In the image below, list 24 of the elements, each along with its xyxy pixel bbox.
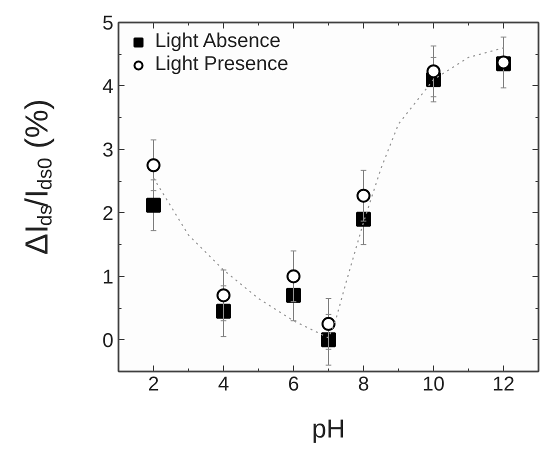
y-tick-label: 4 <box>102 76 114 98</box>
x-tick-label: 8 <box>358 374 370 396</box>
x-tick-label: 12 <box>492 374 515 396</box>
point <box>356 188 370 203</box>
x-tick-label: 2 <box>148 374 160 396</box>
x-tick-label: 4 <box>218 374 230 396</box>
point <box>322 316 336 331</box>
point <box>146 158 160 172</box>
y-tick-label: 5 <box>102 12 114 34</box>
y-axis-title: ΔIds/Ids0 (%) <box>18 98 56 255</box>
y-tick-label: 3 <box>102 139 114 162</box>
point <box>146 198 161 213</box>
point <box>216 288 230 302</box>
x-axis-title: pH <box>312 414 346 444</box>
point <box>216 304 231 319</box>
x-tick-label: 10 <box>422 374 445 396</box>
y-tick-label: 1 <box>102 266 114 288</box>
y-tick-label: 0 <box>102 330 114 352</box>
point <box>426 64 440 78</box>
point <box>286 269 300 284</box>
legend-label: Light Absence <box>155 30 281 53</box>
x-tick-label: 6 <box>288 374 300 396</box>
legend-label: Light Presence <box>155 53 288 76</box>
y-tick-label: 2 <box>102 202 114 225</box>
